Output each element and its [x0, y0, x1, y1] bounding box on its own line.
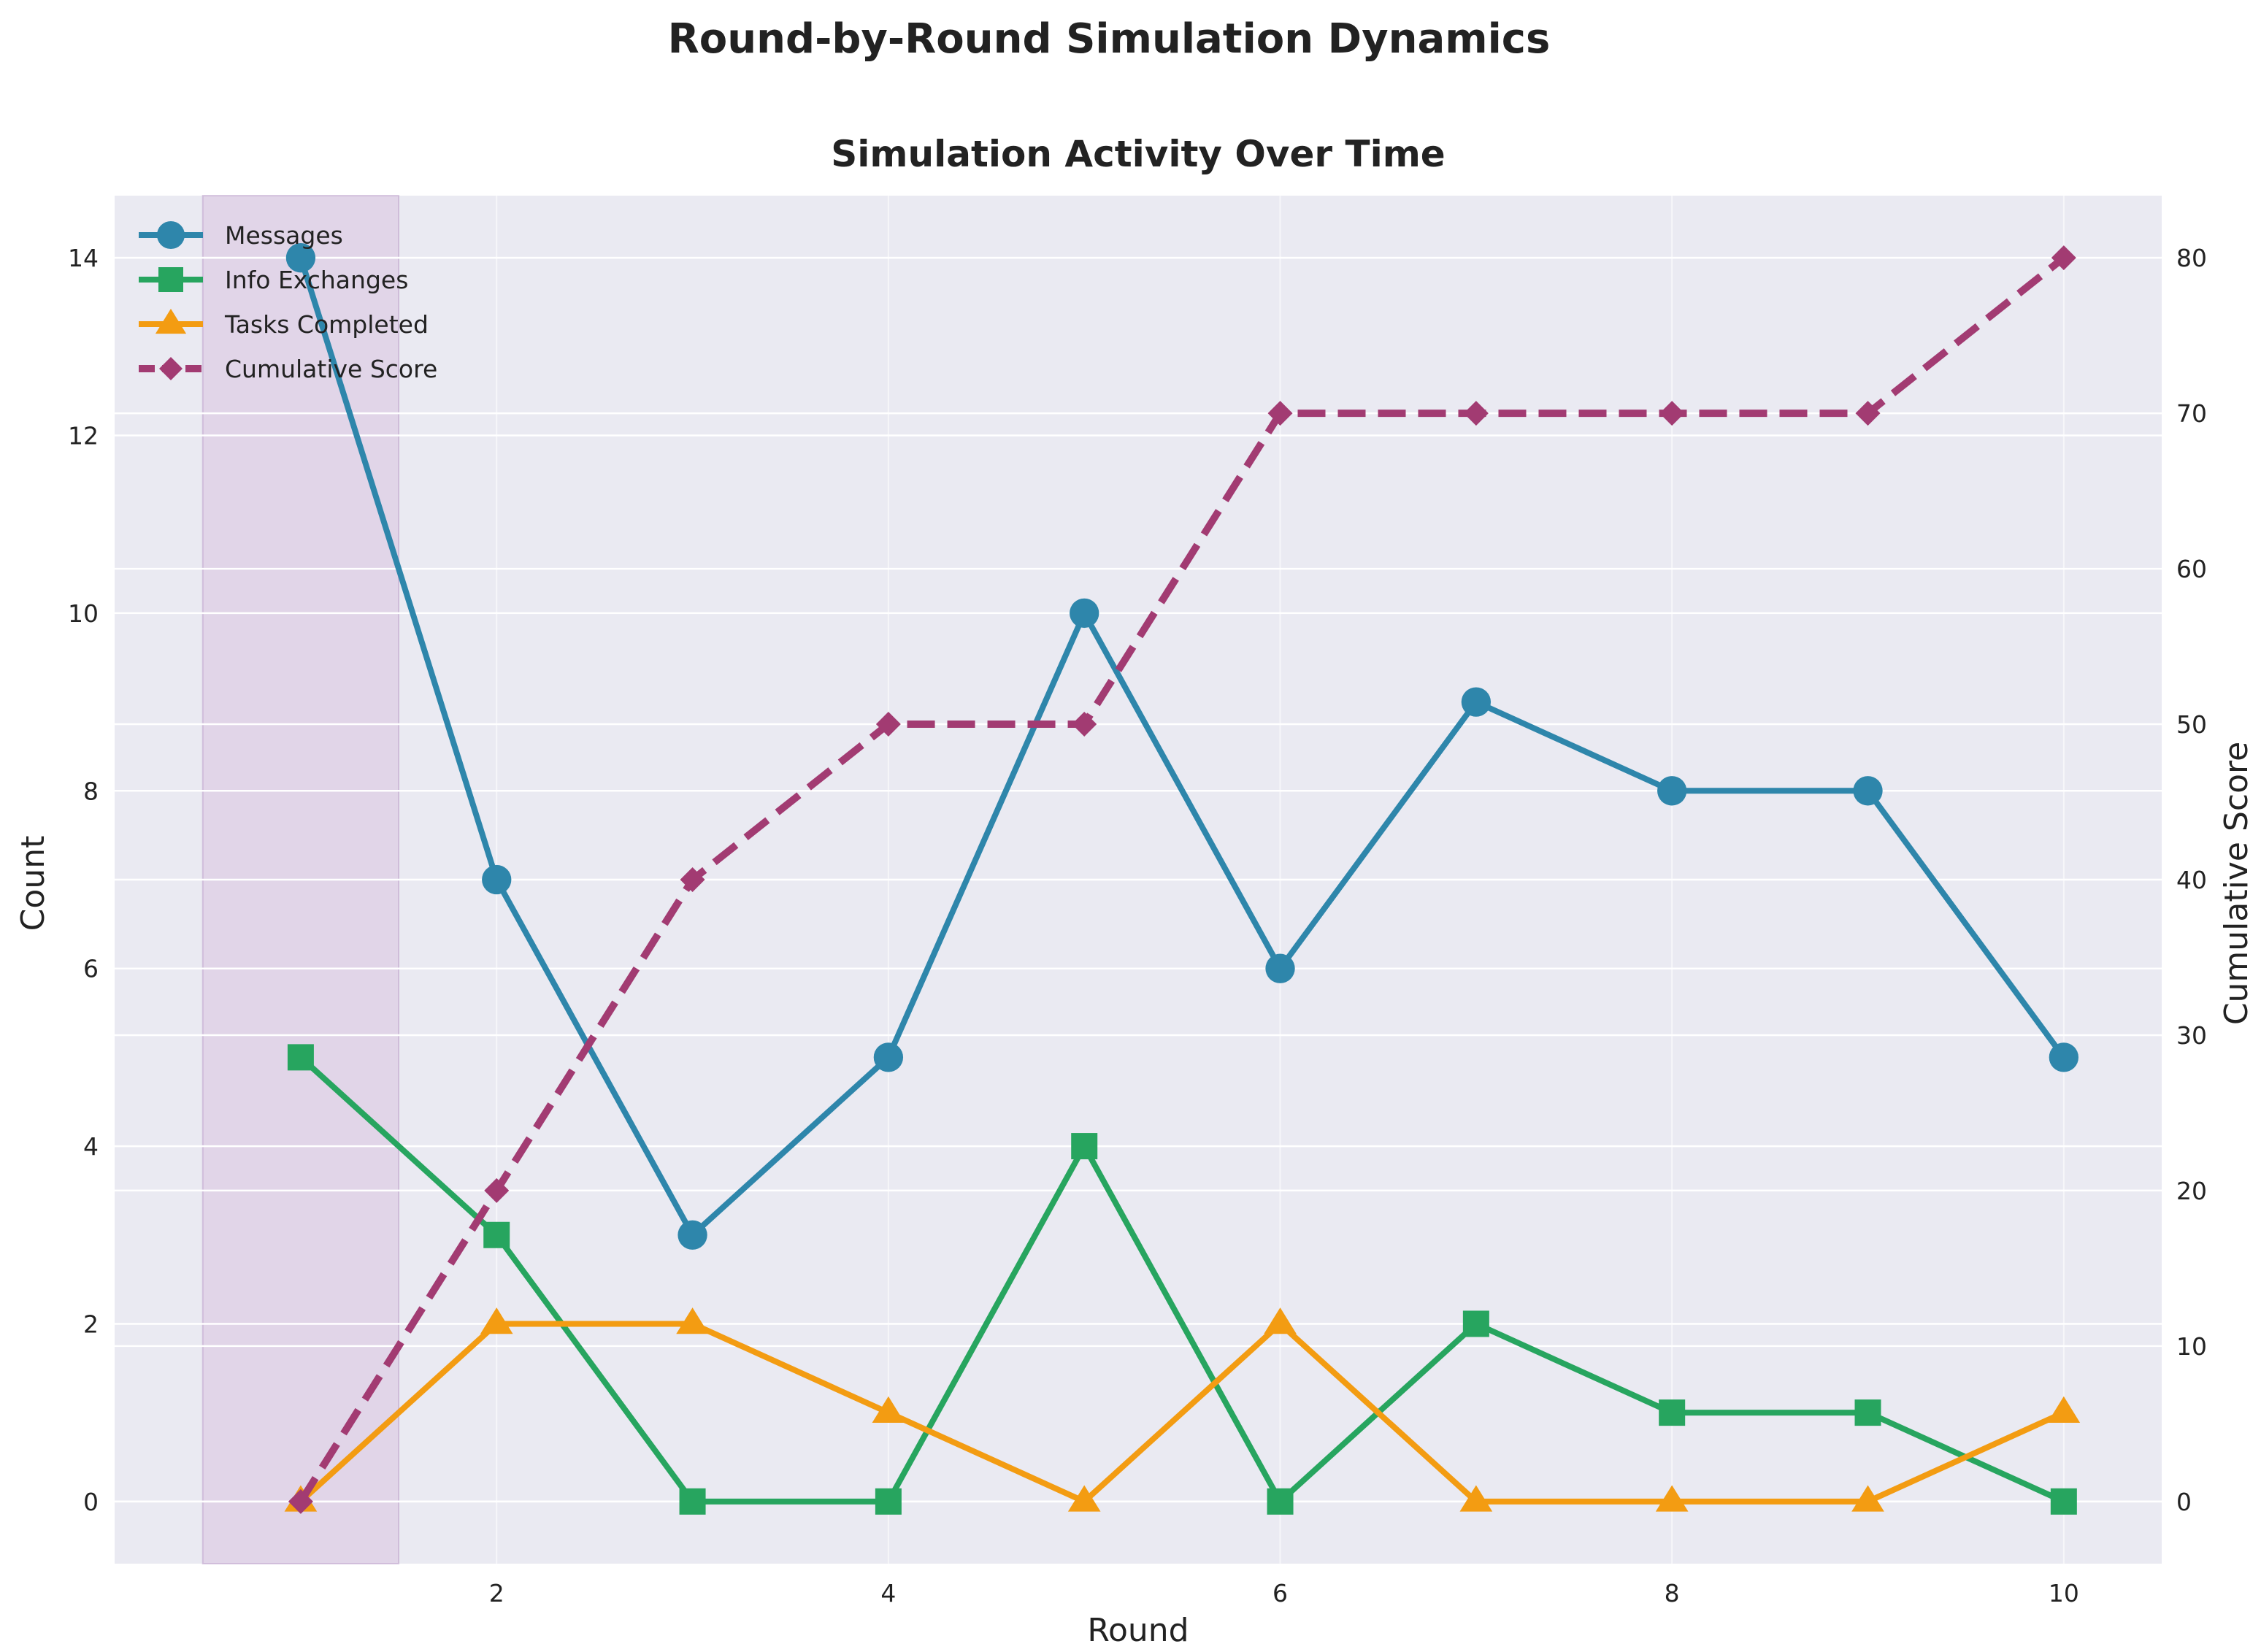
data-point — [2049, 1042, 2078, 1072]
grid — [115, 196, 2162, 1564]
data-point — [483, 1221, 510, 1248]
data-point — [1071, 1133, 1098, 1160]
legend-marker — [156, 220, 185, 250]
data-point — [1655, 1485, 1689, 1512]
left-y-ticks: 0 2 4 6 8 10 12 14 — [68, 244, 99, 1516]
series-info-exchanges — [287, 1044, 2077, 1515]
data-point — [1462, 1310, 1489, 1337]
legend-item: Tasks Completed — [139, 308, 429, 339]
right-y-ticks: 0 10 20 30 40 50 60 70 80 — [2176, 244, 2207, 1516]
y-tick-label: 12 — [68, 422, 99, 450]
data-point — [285, 243, 316, 273]
legend-item: Info Exchanges — [139, 266, 408, 294]
legend-item: Messages — [139, 220, 343, 250]
y2-tick-label: 30 — [2176, 1021, 2207, 1050]
y-axis-label: Count — [15, 836, 52, 931]
data-point — [1067, 1485, 1101, 1512]
data-point — [1267, 401, 1293, 426]
legend-label: Messages — [225, 221, 343, 250]
axes-title: Simulation Activity Over Time — [831, 133, 1445, 175]
y-tick-label: 4 — [83, 1132, 99, 1161]
y-tick-label: 6 — [83, 955, 99, 983]
data-point — [482, 864, 512, 895]
data-point — [1853, 776, 1883, 806]
x-tick-label: 6 — [1272, 1579, 1288, 1607]
y-tick-label: 0 — [83, 1488, 99, 1516]
data-point — [1267, 1488, 1294, 1515]
data-point — [1851, 1485, 1884, 1512]
legend-label: Cumulative Score — [225, 355, 437, 383]
series-tasks-completed — [284, 1307, 2081, 1512]
data-point — [2051, 245, 2076, 271]
y2-tick-label: 70 — [2176, 399, 2207, 428]
y-tick-label: 10 — [68, 599, 99, 628]
y2-tick-label: 20 — [2176, 1177, 2207, 1205]
data-point — [288, 1488, 313, 1514]
data-point — [873, 1042, 904, 1072]
data-point — [1459, 1485, 1493, 1512]
data-point — [875, 712, 901, 737]
data-point — [679, 1488, 706, 1515]
legend-marker — [158, 267, 183, 292]
y-tick-label: 2 — [83, 1310, 99, 1338]
legend-item: Cumulative Score — [139, 355, 437, 383]
y2-tick-label: 50 — [2176, 710, 2207, 739]
data-point — [1265, 953, 1295, 983]
series-line — [298, 256, 2067, 1238]
x-tick-label: 8 — [1665, 1579, 1680, 1607]
data-point — [872, 1396, 905, 1423]
legend-marker — [155, 308, 187, 334]
data-point — [287, 1044, 314, 1071]
figure-title: Round-by-Round Simulation Dynamics — [668, 15, 1551, 63]
legend: Messages Info Exchanges Tasks Completed Cum… — [139, 220, 437, 383]
data-point — [1657, 776, 1687, 806]
data-point — [680, 867, 705, 892]
y2-tick-label: 80 — [2176, 244, 2207, 272]
y2-axis-label: Cumulative Score — [2218, 742, 2255, 1025]
series-line — [299, 1321, 2065, 1505]
data-point — [1463, 401, 1489, 426]
data-point — [1072, 712, 1097, 737]
data-point — [1461, 687, 1492, 717]
data-point — [1264, 1307, 1297, 1334]
data-point — [1854, 1399, 1881, 1426]
series-messages — [285, 243, 2078, 1250]
data-point — [1659, 1399, 1686, 1426]
x-tick-label: 4 — [880, 1579, 896, 1607]
data-point — [875, 1488, 902, 1515]
data-point — [2047, 1396, 2081, 1423]
y2-tick-label: 10 — [2176, 1332, 2207, 1361]
data-point — [484, 1177, 510, 1203]
y2-tick-label: 0 — [2176, 1488, 2192, 1516]
y2-tick-label: 40 — [2176, 866, 2207, 894]
data-point — [1855, 401, 1881, 426]
series-cumulative-score — [288, 245, 2076, 1514]
y2-tick-label: 60 — [2176, 555, 2207, 583]
data-point — [677, 1220, 707, 1250]
legend-marker — [159, 357, 183, 380]
legend-label: Tasks Completed — [224, 310, 429, 339]
x-tick-label: 2 — [489, 1579, 504, 1607]
data-point — [2050, 1488, 2077, 1515]
data-point — [1659, 401, 1685, 426]
data-point — [480, 1307, 513, 1334]
series-line — [299, 1055, 2065, 1505]
data-point — [1070, 598, 1099, 629]
x-ticks: 2 4 6 8 10 — [489, 1579, 2079, 1607]
y-tick-label: 14 — [68, 244, 99, 272]
data-point — [676, 1307, 709, 1334]
x-tick-label: 10 — [2049, 1579, 2079, 1607]
y-tick-label: 8 — [83, 777, 99, 805]
x-axis-label: Round — [1087, 1612, 1189, 1649]
legend-label: Info Exchanges — [225, 266, 408, 294]
series-group — [284, 243, 2081, 1515]
